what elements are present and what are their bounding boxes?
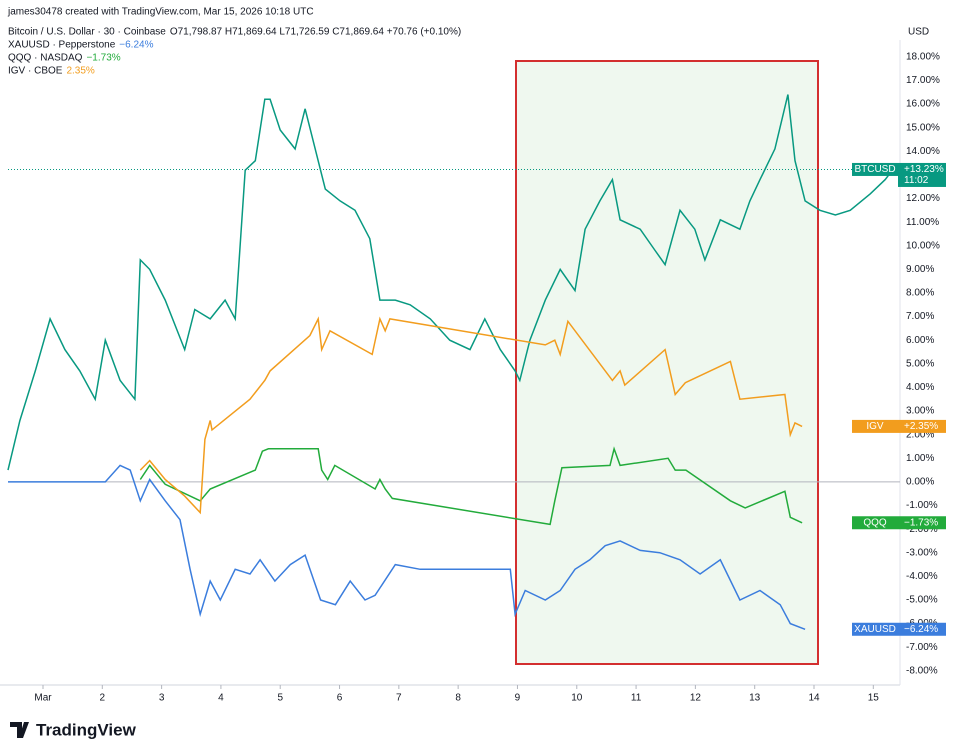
x-tick-label: 9: [515, 693, 521, 704]
x-tick-label: 10: [571, 693, 583, 704]
tag-name-box: [852, 622, 898, 636]
y-tick-label: 18.00%: [906, 51, 940, 62]
y-tick-label: 5.00%: [906, 358, 934, 369]
unit: USD: [908, 27, 929, 38]
x-tick-label: 4: [218, 693, 224, 704]
x-tick-label: 14: [808, 693, 820, 704]
tag-name: BTCUSD: [854, 164, 895, 175]
y-tick-label: -5.00%: [906, 595, 938, 606]
x-tick-label: 13: [749, 693, 761, 704]
y-tick-label: 6.00%: [906, 335, 934, 346]
y-tick-label: 4.00%: [906, 382, 934, 393]
plot-area: [7, 94, 894, 630]
y-tick-label: 11.00%: [906, 217, 939, 228]
y-tick-label: 10.00%: [906, 240, 940, 251]
series-line: [7, 94, 894, 471]
tag-value: +13.23%: [904, 164, 944, 175]
credit: james30478 created with TradingView.com,…: [7, 7, 314, 18]
y-tick-label: 0.00%: [906, 477, 934, 488]
tag-name-box: [852, 516, 898, 530]
tag-countdown: 11:02: [904, 175, 929, 186]
x-tick-label: 2: [100, 693, 106, 704]
x-tick-label: 15: [868, 693, 880, 704]
tag-value: +2.35%: [904, 421, 938, 432]
y-tick-label: 2.00%: [906, 429, 934, 440]
x-tick-label: 5: [277, 693, 283, 704]
legend-change: 2.35%: [66, 66, 94, 77]
highlight-box: [515, 60, 819, 665]
tag-name-box: [852, 162, 898, 176]
y-tick-label: 17.00%: [906, 75, 940, 86]
y-tick-label: 14.00%: [906, 146, 940, 157]
x-tick-label: 11: [631, 693, 642, 704]
y-tick-label: 8.00%: [906, 288, 934, 299]
tag-name-box: [852, 419, 898, 433]
legend-change: O71,798.87 H71,869.64 L71,726.59 C71,869…: [170, 27, 461, 38]
legend-label: IGV · CBOE: [8, 66, 63, 77]
brand-logo: [10, 722, 29, 738]
tag-name: XAUUSD: [854, 624, 896, 635]
x-tick-label: 6: [337, 693, 343, 704]
y-tick-label: -7.00%: [906, 642, 938, 653]
tag-name: IGV: [866, 421, 884, 432]
legend-change: −1.73%: [86, 53, 120, 64]
y-tick-label: -4.00%: [906, 571, 938, 582]
y-tick-label: 9.00%: [906, 264, 934, 275]
legend-label: QQQ · NASDAQ: [8, 53, 83, 64]
y-tick-label: 1.00%: [906, 453, 934, 464]
tag-value-box: [898, 419, 946, 433]
y-tick-label: -8.00%: [906, 665, 938, 676]
tag-value: −6.24%: [904, 624, 938, 635]
x-tick-label: Mar: [34, 693, 52, 704]
y-tick-label: -1.00%: [906, 500, 938, 511]
x-tick-label: 3: [159, 693, 165, 704]
y-tick-label: -2.00%: [906, 524, 938, 535]
tag-name: QQQ: [863, 517, 887, 528]
x-tick-label: 12: [690, 693, 702, 704]
legend-label: XAUUSD · Pepperstone: [8, 40, 116, 51]
series-line: [139, 446, 803, 526]
y-tick-label: 12.00%: [906, 193, 940, 204]
y-tick-label: 15.00%: [906, 122, 940, 133]
series-line: [8, 464, 806, 630]
x-tick-label: 7: [396, 693, 402, 704]
x-tick-label: 8: [455, 693, 461, 704]
brand: TradingView: [36, 720, 137, 739]
tag-value-box: [898, 516, 946, 530]
legend-change: −6.24%: [119, 40, 153, 51]
series-line: [139, 316, 803, 515]
y-tick-label: 3.00%: [906, 406, 934, 417]
y-tick-label: 7.00%: [906, 311, 934, 322]
tag-value: −1.73%: [904, 517, 938, 528]
y-tick-label: -3.00%: [906, 547, 938, 558]
tag-value-box: [898, 622, 946, 636]
tag-value-box: [898, 162, 946, 187]
y-tick-label: 16.00%: [906, 99, 940, 110]
legend-label: Bitcoin / U.S. Dollar · 30 · Coinbase: [8, 27, 166, 38]
